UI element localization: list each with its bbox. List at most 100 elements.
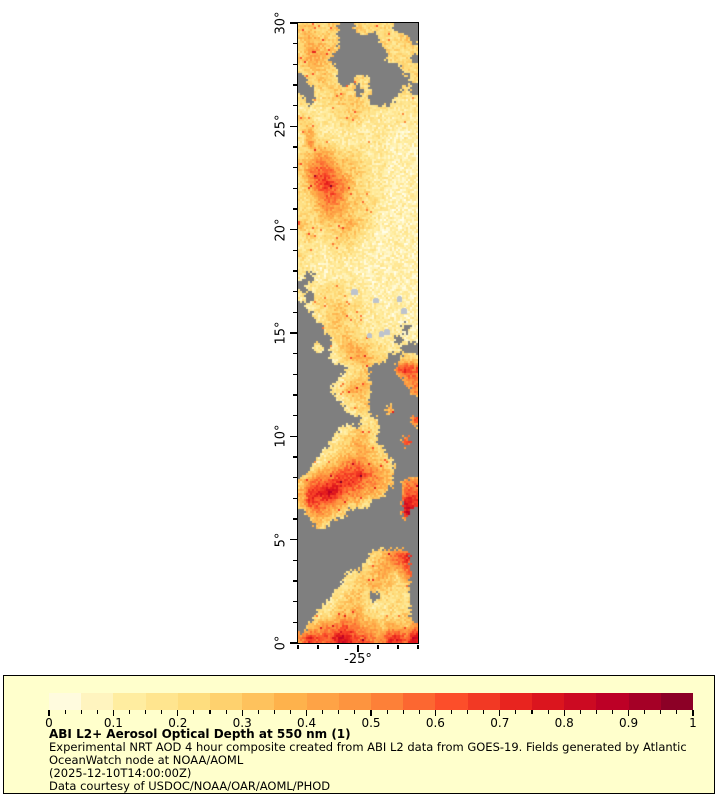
colorbar-tick-label: 0.1 — [103, 716, 123, 730]
colorbar-tick — [563, 710, 565, 716]
colorbar-tick — [434, 710, 436, 716]
colorbar-tick — [628, 710, 630, 716]
colorbar-segment — [499, 693, 533, 710]
latitude-tick — [289, 539, 297, 541]
latitude-tick — [292, 497, 297, 499]
latitude-tick — [292, 105, 297, 107]
aod-raster-canvas — [297, 22, 418, 643]
colorbar-tick — [128, 710, 131, 714]
latitude-tick-label: 25° — [273, 114, 289, 138]
colorbar-segment — [177, 693, 211, 710]
colorbar-tick — [483, 710, 485, 714]
latitude-tick — [289, 642, 297, 644]
latitude-tick — [292, 415, 297, 417]
colorbar-tick — [579, 710, 581, 714]
latitude-tick — [289, 125, 297, 127]
colorbar-tick — [257, 710, 259, 714]
latitude-tick — [292, 187, 297, 189]
colorbar-tick — [209, 710, 211, 714]
longitude-tick — [317, 644, 319, 649]
map-frame — [296, 21, 419, 644]
latitude-tick — [292, 518, 297, 520]
colorbar — [49, 693, 694, 710]
latitude-tick-label: 5° — [273, 532, 289, 548]
colorbar-segment — [467, 693, 500, 710]
latitude-tick — [292, 249, 297, 251]
colorbar-tick — [354, 710, 356, 714]
legend-title: ABI L2+ Aerosol Optical Depth at 550 nm … — [49, 727, 351, 741]
latitude-tick-label: 10° — [273, 424, 289, 448]
colorbar-tick — [418, 710, 420, 714]
colorbar-tick — [499, 710, 501, 716]
latitude-tick — [292, 270, 297, 272]
latitude-tick — [292, 621, 297, 623]
longitude-tick — [337, 644, 339, 649]
legend-panel: 0 0.1 0.2 0.3 0.4 0.5 0.6 0.7 0.8 0.9 1 ABI L2+ Ae… — [3, 675, 715, 794]
latitude-tick — [292, 559, 297, 561]
legend-timestamp: (2025-12-10T14:00:00Z) — [49, 766, 192, 780]
latitude-tick-label: 30° — [273, 11, 289, 35]
colorbar-tick — [112, 710, 114, 716]
longitude-tick-label: -25° — [344, 652, 372, 667]
latitude-tick — [292, 167, 297, 169]
colorbar-segment — [532, 693, 565, 710]
colorbar-tick — [161, 710, 163, 714]
legend-description-line-2: OceanWatch node at NOAA/AOML — [49, 753, 244, 767]
colorbar-tick — [515, 710, 517, 714]
latitude-tick — [292, 394, 297, 396]
colorbar-segment — [113, 693, 146, 710]
longitude-tick — [357, 644, 359, 652]
latitude-tick — [289, 229, 297, 231]
latitude-tick — [289, 435, 297, 437]
colorbar-tick — [64, 710, 66, 714]
colorbar-tick-label: 0.6 — [425, 716, 445, 730]
colorbar-tick — [644, 710, 646, 714]
latitude-tick — [289, 332, 297, 334]
colorbar-tick — [547, 710, 549, 714]
latitude-tick — [292, 580, 297, 582]
colorbar-tick — [225, 710, 227, 714]
colorbar-tick — [273, 710, 275, 714]
latitude-tick-label: 15° — [273, 321, 289, 345]
colorbar-tick — [48, 710, 50, 716]
legend-caption: ABI L2+ Aerosol Optical Depth at 550 nm … — [49, 728, 706, 793]
colorbar-tick — [531, 710, 533, 714]
colorbar-tick — [289, 710, 292, 714]
colorbar-tick — [402, 710, 404, 714]
longitude-tick — [417, 644, 419, 649]
colorbar-segment — [210, 693, 243, 710]
colorbar-tick — [241, 710, 243, 716]
colorbar-tick — [177, 710, 179, 716]
colorbar-tick — [145, 710, 147, 714]
colorbar-segment — [660, 693, 694, 710]
colorbar-tick — [193, 710, 195, 714]
colorbar-segment — [564, 693, 597, 710]
colorbar-tick-label: 0 — [45, 716, 53, 730]
colorbar-segment — [306, 693, 339, 710]
colorbar-segment — [435, 693, 468, 710]
colorbar-tick-label: 0.4 — [297, 716, 317, 730]
latitude-tick — [292, 353, 297, 355]
colorbar-segment — [81, 693, 114, 710]
latitude-tick — [292, 84, 297, 86]
longitude-tick — [297, 644, 299, 649]
latitude-tick — [292, 311, 297, 313]
latitude-tick — [292, 373, 297, 375]
latitude-tick — [292, 456, 297, 458]
colorbar-tick — [467, 710, 469, 714]
colorbar-segment — [242, 693, 275, 710]
colorbar-tick — [595, 710, 597, 714]
colorbar-tick-label: 0.8 — [554, 716, 574, 730]
latitude-tick — [292, 291, 297, 293]
colorbar-tick-label: 0.5 — [361, 716, 381, 730]
colorbar-tick — [660, 710, 662, 714]
latitude-tick — [292, 477, 297, 479]
colorbar-tick-label: 0.3 — [232, 716, 252, 730]
colorbar-segment — [274, 693, 307, 710]
colorbar-tick — [338, 710, 340, 714]
latitude-tick — [292, 208, 297, 210]
latitude-tick — [292, 63, 297, 65]
colorbar-tick — [692, 710, 694, 716]
latitude-tick — [292, 601, 297, 603]
colorbar-tick — [80, 710, 82, 714]
